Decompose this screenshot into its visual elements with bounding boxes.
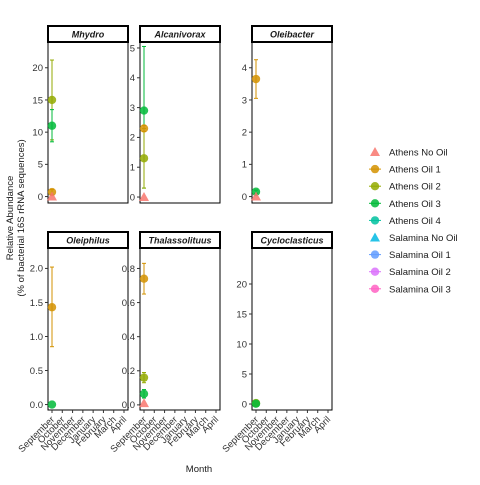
panel-thalassolituus: Thalassolituus0.00.20.40.60.8SeptemberOc… (108, 231, 221, 455)
y-axis-title: Relative Abundance (5, 176, 16, 261)
y-tick-label: 0 (38, 192, 43, 203)
legend-key (370, 284, 380, 293)
data-point (139, 389, 149, 398)
data-point (251, 191, 261, 201)
y-tick-label: 0.6 (122, 298, 135, 309)
y-tick-label: 0.0 (30, 400, 43, 411)
panel-border (139, 41, 221, 204)
legend-label: Salamina Oil 2 (389, 267, 451, 278)
data-point (251, 74, 261, 84)
legend-key (370, 267, 380, 276)
y-tick-label: 10 (32, 127, 43, 138)
panel-oleiphilus: Oleiphilus0.00.51.01.52.0SeptemberOctobe… (16, 231, 129, 455)
y-tick-label: 5 (242, 369, 247, 380)
y-tick-label: 10 (236, 339, 247, 350)
legend-key (370, 147, 380, 156)
y-tick-label: 1 (130, 163, 135, 174)
legend-label: Athens Oil 2 (389, 182, 441, 193)
data-point (139, 192, 149, 202)
legend-label: Salamina Oil 3 (389, 284, 451, 295)
panel-cycloclasticus: Cycloclasticus05101520SeptemberOctoberNo… (220, 231, 333, 455)
y-tick-label: 5 (38, 160, 43, 171)
data-point (47, 191, 57, 201)
panel-border (47, 41, 129, 204)
panel-oleibacter: Oleibacter 0 1 2 3 4 (242, 25, 333, 204)
y-tick-label: 5 (130, 43, 135, 54)
panel-mhydro: Mhydro 0 5 10 15 20 (32, 25, 129, 204)
y-tick-label: 2 (242, 127, 247, 138)
y-tick-label: 1.0 (30, 332, 43, 343)
legend-label: Athens No Oil (389, 148, 448, 159)
data-point (139, 398, 149, 408)
panel-border (139, 247, 221, 411)
panel-title: Mhydro (72, 30, 105, 40)
panel-title: Oleibacter (270, 30, 315, 40)
data-point (139, 124, 149, 133)
legend-key (370, 250, 380, 259)
data-point (139, 373, 149, 382)
data-point (139, 274, 149, 283)
y-tick-label: 0 (242, 192, 247, 203)
panel-border (47, 247, 129, 411)
y-tick-label: 4 (242, 63, 247, 74)
legend-key (370, 232, 380, 242)
y-tick-label: 0.4 (122, 332, 135, 343)
legend-key (370, 199, 380, 208)
data-point (251, 399, 261, 408)
y-tick-label: 0.5 (30, 366, 43, 377)
y-tick-label: 2.0 (30, 264, 43, 275)
data-point (47, 121, 57, 130)
legend-key (370, 164, 380, 174)
data-point (47, 95, 57, 105)
legend-label: Salamina Oil 1 (389, 250, 451, 261)
data-point (47, 400, 57, 409)
panel-title: Alcanivorax (153, 30, 206, 40)
data-point (139, 154, 149, 163)
legend-label: Salamina No Oil (389, 233, 458, 244)
y-tick-label: 3 (242, 95, 247, 106)
y-tick-label: 0 (130, 192, 135, 203)
y-tick-label: 0.8 (122, 264, 135, 275)
legend-label: Athens Oil 4 (389, 216, 441, 227)
y-tick-label: 0.2 (122, 366, 135, 377)
y-tick-label: 15 (32, 95, 43, 106)
legend-key (370, 182, 380, 191)
legend-label: Athens Oil 1 (389, 165, 441, 176)
y-tick-label: 2 (130, 133, 135, 144)
data-point (47, 303, 57, 312)
panel-title: Thalassolituus (148, 236, 211, 246)
panel-title: Oleiphilus (66, 236, 110, 246)
y-axis-title: (% of bacterial 16S rRNA sequences) (16, 139, 27, 296)
x-axis-title: Month (186, 464, 212, 475)
y-tick-label: 20 (32, 63, 43, 74)
y-tick-label: 20 (236, 279, 247, 290)
y-tick-label: 0 (242, 399, 247, 410)
data-point (139, 106, 149, 115)
panel-border (251, 247, 333, 411)
panel-alcanivorax: Alcanivorax 0 1 2 3 4 5 (130, 25, 221, 204)
panel-title: Cycloclasticus (260, 236, 323, 246)
y-tick-label: 0.0 (122, 400, 135, 411)
y-tick-label: 4 (130, 73, 135, 84)
y-tick-label: 3 (130, 103, 135, 114)
legend-label: Athens Oil 3 (389, 199, 441, 210)
y-tick-label: 1.5 (30, 298, 43, 309)
legend-key (370, 216, 380, 225)
panel-border (251, 41, 333, 204)
y-tick-label: 1 (242, 160, 247, 171)
legend: Athens No Oil Athens Oil 1 Athens Oil 2 Ath… (369, 147, 458, 295)
y-tick-label: 15 (236, 309, 247, 320)
